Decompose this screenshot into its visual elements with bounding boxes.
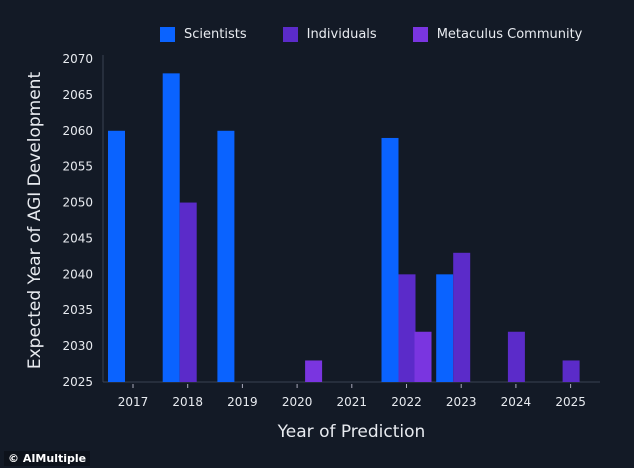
legend-item: Individuals (282, 27, 377, 42)
x-tick-label: 2021 (337, 395, 368, 409)
x-tick-label: 2022 (391, 395, 422, 409)
bar-scientists (108, 130, 125, 382)
legend-label: Scientists (184, 27, 247, 42)
y-tick-label: 2025 (62, 375, 93, 389)
bar-scientists (217, 130, 235, 382)
y-axis-title: Expected Year of AGI Development (25, 72, 45, 370)
y-tick-label: 2045 (62, 231, 93, 245)
x-tick-label: 2024 (501, 395, 532, 409)
watermark: © AIMultiple (4, 451, 91, 466)
y-tick-label: 2070 (62, 52, 93, 66)
legend-swatch (412, 27, 428, 42)
x-tick-label: 2020 (282, 395, 313, 409)
x-tick-label: 2018 (172, 395, 203, 409)
y-tick-label: 2055 (62, 160, 93, 174)
legend-swatch (160, 27, 175, 42)
x-tick-label: 2025 (555, 395, 586, 409)
bar-individuals (453, 252, 471, 382)
y-tick-label: 2035 (62, 303, 93, 317)
bar-individuals (507, 331, 525, 382)
legend-swatch (282, 27, 298, 42)
legend-label: Individuals (306, 27, 377, 42)
x-tick-label: 2017 (118, 395, 149, 409)
x-tick-label: 2019 (227, 395, 258, 409)
legend-item: Metaculus Community (412, 27, 583, 42)
bar-individuals (179, 202, 197, 382)
bar-scientists (436, 274, 454, 382)
bar-scientists (381, 137, 399, 382)
y-tick-label: 2065 (62, 88, 93, 102)
bar-scientists (162, 73, 180, 382)
y-tick-label: 2040 (62, 267, 93, 281)
bar-metaculus-community (305, 360, 323, 382)
bar-metaculus-community (414, 331, 432, 382)
legend-item: Scientists (160, 27, 247, 42)
legend-label: Metaculus Community (436, 27, 583, 42)
y-tick-label: 2050 (62, 196, 93, 210)
bar-individuals (398, 274, 416, 382)
y-tick-label: 2060 (62, 124, 93, 138)
x-axis-title: Year of Prediction (277, 422, 426, 442)
y-tick-label: 2030 (62, 339, 93, 353)
legend: Scientists Individuals Metaculus Community (160, 27, 618, 42)
x-tick-label: 2023 (446, 395, 477, 409)
bar-individuals (562, 360, 580, 382)
